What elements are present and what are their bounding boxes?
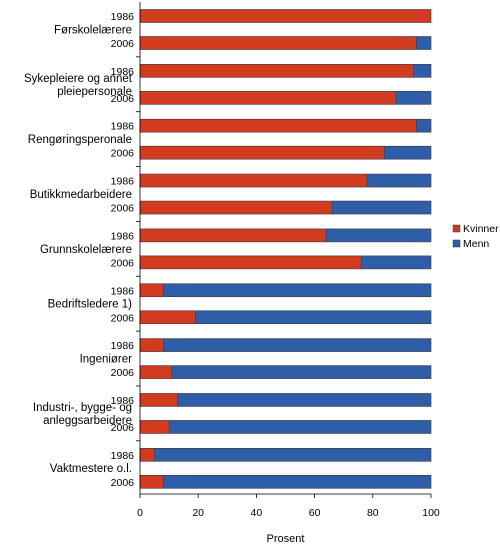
legend-swatch bbox=[452, 239, 461, 248]
x-tick-label: 60 bbox=[309, 507, 321, 519]
legend-label: Kvinner bbox=[463, 223, 499, 235]
bar-kvinner bbox=[140, 64, 414, 78]
legend-swatch bbox=[452, 224, 461, 233]
bar-menn bbox=[163, 475, 431, 489]
year-label: 2006 bbox=[111, 422, 135, 434]
bar-kvinner bbox=[140, 36, 417, 50]
bar-menn bbox=[366, 174, 431, 188]
bar-kvinner bbox=[140, 365, 173, 379]
year-label: 1986 bbox=[111, 66, 135, 78]
bar-kvinner bbox=[140, 448, 155, 462]
year-labels: 1986 2006 1986 2006 1986 2006 1986 2006 1986 2006… bbox=[111, 11, 135, 489]
bar-menn bbox=[384, 146, 431, 160]
bar-kvinner bbox=[140, 119, 417, 133]
category-label: Ingeniører bbox=[80, 354, 133, 366]
bar-kvinner bbox=[140, 146, 385, 160]
bar-menn bbox=[172, 365, 431, 379]
year-label: 1986 bbox=[111, 121, 135, 133]
bar-kvinner bbox=[140, 475, 164, 489]
year-label: 2006 bbox=[111, 93, 135, 105]
year-label: 1986 bbox=[111, 395, 135, 407]
bars bbox=[139, 9, 432, 489]
bar-menn bbox=[326, 228, 431, 242]
x-tick-label: 80 bbox=[367, 507, 379, 519]
year-label: 1986 bbox=[111, 285, 135, 297]
year-label: 2006 bbox=[111, 38, 135, 50]
year-label: 2006 bbox=[111, 477, 135, 489]
bar-kvinner bbox=[140, 9, 431, 23]
bar-kvinner bbox=[140, 310, 196, 324]
bar-menn bbox=[416, 36, 431, 50]
bar-kvinner bbox=[140, 283, 164, 297]
category-label: Bedriftsledere 1) bbox=[48, 299, 133, 311]
bar-menn bbox=[169, 420, 431, 434]
year-label: 1986 bbox=[111, 176, 135, 188]
bar-menn bbox=[163, 338, 431, 352]
category-label: Industri-, bygge- og bbox=[33, 402, 132, 414]
year-label: 2006 bbox=[111, 312, 135, 324]
category-label: Grunnskolelærere bbox=[40, 244, 132, 256]
category-labels: Førskolelærere Sykepleiere og annetpleiep… bbox=[24, 24, 133, 475]
category-label: Sykepleiere og annet bbox=[24, 73, 133, 85]
year-label: 1986 bbox=[111, 230, 135, 242]
bar-kvinner bbox=[140, 420, 170, 434]
x-tick-label: 0 bbox=[137, 507, 143, 519]
bar-menn bbox=[416, 119, 431, 133]
year-label: 2006 bbox=[111, 203, 135, 215]
bar-menn bbox=[177, 393, 431, 407]
year-label: 2006 bbox=[111, 257, 135, 269]
bar-menn bbox=[396, 91, 431, 105]
category-label: Førskolelærere bbox=[54, 24, 132, 36]
bar-kvinner bbox=[140, 201, 333, 215]
x-tick-label: 100 bbox=[422, 507, 440, 519]
bar-kvinner bbox=[140, 174, 367, 188]
category-label: Rengøringsperonale bbox=[28, 134, 132, 146]
year-label: 2006 bbox=[111, 148, 135, 160]
year-label: 1986 bbox=[111, 450, 135, 462]
legend-label: Menn bbox=[463, 238, 489, 250]
bar-kvinner bbox=[140, 393, 178, 407]
year-label: 1986 bbox=[111, 11, 135, 23]
x-tick-label: 40 bbox=[251, 507, 263, 519]
bar-menn bbox=[361, 255, 431, 269]
category-label: Vaktmestere o.l. bbox=[50, 463, 132, 475]
bar-kvinner bbox=[140, 338, 164, 352]
bar-kvinner bbox=[140, 255, 362, 269]
category-label: pleiepersonale bbox=[57, 86, 132, 98]
bar-menn bbox=[413, 64, 431, 78]
bar-kvinner bbox=[140, 91, 397, 105]
category-label: Butikkmedarbeidere bbox=[30, 189, 132, 201]
bar-menn bbox=[163, 283, 431, 297]
bar-menn bbox=[332, 201, 431, 215]
legend: Kvinner Menn bbox=[452, 223, 499, 250]
bar-menn bbox=[195, 310, 431, 324]
axes: 0 20 40 60 80 100 Prosent bbox=[136, 2, 440, 545]
bar-menn bbox=[154, 448, 432, 462]
x-axis-title: Prosent bbox=[267, 533, 305, 545]
year-label: 1986 bbox=[111, 340, 135, 352]
x-tick-label: 20 bbox=[192, 507, 204, 519]
bar-kvinner bbox=[140, 228, 327, 242]
category-label: anleggsarbeidere bbox=[43, 415, 132, 427]
year-label: 2006 bbox=[111, 367, 135, 379]
